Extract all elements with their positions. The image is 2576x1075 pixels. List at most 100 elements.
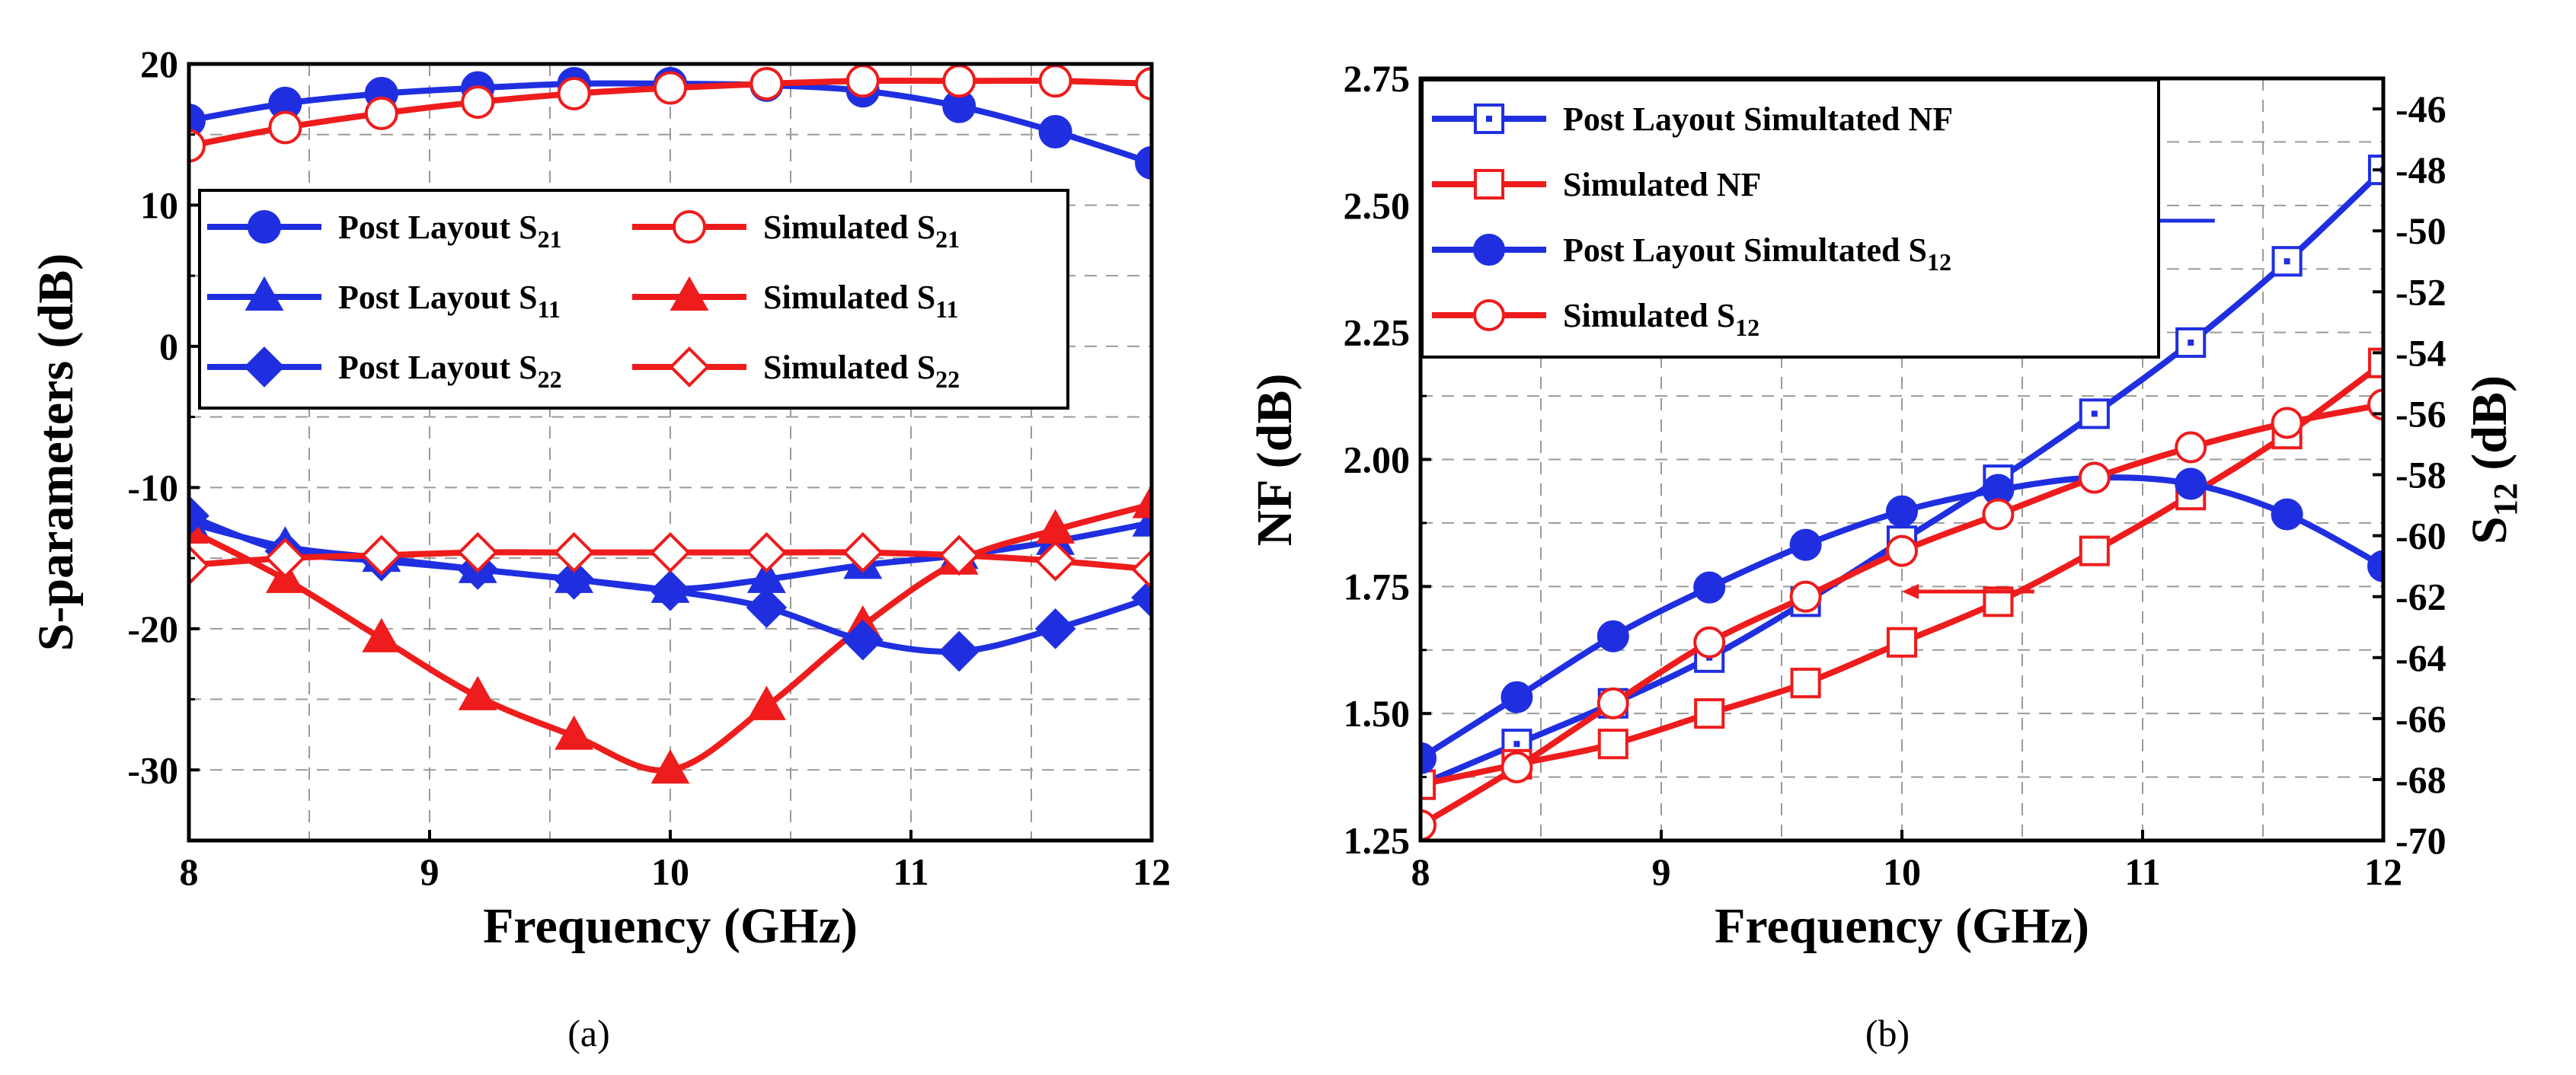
y2-tick-label: -52 — [2395, 270, 2447, 313]
data-point — [364, 96, 398, 130]
legend-swatch-marker-dot — [1486, 116, 1492, 122]
y2-tick-label: -48 — [2395, 148, 2447, 191]
legend-label: Simulated S21 — [763, 209, 960, 253]
data-point — [2175, 327, 2207, 359]
data-point — [654, 71, 687, 105]
data-point — [189, 495, 209, 537]
data-point — [650, 531, 691, 573]
legend-swatch-marker — [1473, 168, 1505, 200]
x-axis-label-b: Frequency (GHz) — [1715, 898, 2089, 954]
legend-swatch-marker — [244, 276, 284, 311]
y-tick-label: 1.50 — [1344, 692, 1411, 735]
y2-tick-label: -62 — [2395, 576, 2447, 618]
data-point — [2367, 388, 2383, 421]
data-point — [2367, 550, 2383, 582]
caption-a: (a) — [567, 1012, 610, 1054]
y2-axis-label-b: S12 (dB) — [2462, 375, 2524, 544]
data-point — [1886, 534, 1918, 567]
data-point — [1501, 751, 1533, 783]
y-tick-label: 0 — [159, 325, 178, 368]
data-point — [1596, 687, 1629, 719]
legend-label: Post Layout S21 — [338, 209, 562, 253]
legend-label-sub: 11 — [538, 295, 561, 323]
legend-label-base: Simulated S — [763, 349, 935, 386]
data-point-dot — [2188, 340, 2194, 346]
data-point — [842, 531, 884, 573]
legend-label-sub: 22 — [935, 365, 960, 393]
data-point — [1135, 145, 1152, 180]
legend-label-sub: 21 — [538, 225, 562, 253]
data-point — [360, 534, 402, 576]
legend-swatch-marker-box — [1473, 103, 1505, 135]
legend-swatch-marker — [669, 346, 710, 388]
y2-axis-label-base: S — [2462, 516, 2517, 544]
legend-label: Post Layout Simultated S12 — [1563, 231, 1951, 276]
data-point — [650, 749, 690, 784]
data-point-box — [1694, 698, 1725, 729]
legend-label: Post Layout Simultated NF — [1563, 100, 1953, 138]
data-point — [1694, 698, 1725, 729]
legend-label-base: Post Layout S — [338, 209, 538, 246]
data-point — [1886, 495, 1918, 528]
legend-label-base: Post Layout Simultated S — [1563, 231, 1927, 269]
data-point — [1789, 528, 1822, 561]
legend-label-base: Simulated S — [763, 209, 935, 246]
data-point — [1421, 809, 1437, 841]
x-tick-label: 10 — [651, 850, 689, 893]
y2-tick-label: -46 — [2395, 88, 2447, 130]
data-point — [189, 129, 206, 163]
data-point-box — [1790, 668, 1821, 699]
data-point — [1693, 571, 1726, 604]
legend-swatch-marker — [248, 210, 281, 244]
chart-panel-b: 8 9 10 11 12 1.25 1.50 1.75 2.00 2.25 2.50 2.75 -70 -… — [1247, 57, 2524, 1054]
data-point — [1982, 498, 2015, 531]
y2-axis-label-sub: 12 — [2487, 483, 2524, 516]
caption-b: (b) — [1865, 1012, 1910, 1054]
legend-label: Simulated S22 — [763, 349, 960, 393]
data-point — [1034, 540, 1076, 582]
legend-label-base: Post Layout Simultated NF — [1563, 100, 1953, 138]
data-point — [1034, 608, 1076, 649]
y2-tick-label: -56 — [2395, 392, 2447, 435]
legend-label: Post Layout S22 — [338, 349, 562, 393]
data-point — [553, 559, 595, 600]
data-point-dot — [2284, 258, 2290, 265]
data-point — [2078, 461, 2111, 494]
data-point — [557, 76, 591, 110]
y-tick-label: 20 — [140, 43, 178, 85]
x-tick-label: 9 — [1652, 850, 1671, 893]
y-tick-label: -20 — [127, 608, 178, 650]
data-point — [2271, 498, 2303, 531]
y-tick-label: -30 — [127, 748, 178, 791]
data-point — [938, 630, 980, 672]
data-point — [555, 715, 594, 750]
data-point-box — [1886, 627, 1918, 658]
y2-tick-label: -64 — [2395, 636, 2447, 679]
legend-label-base: Simulated S — [1563, 297, 1735, 334]
data-point — [1038, 115, 1072, 149]
data-point — [264, 538, 306, 579]
data-point-dot — [2091, 410, 2098, 417]
data-point — [1132, 483, 1152, 518]
legend-label-base: Post Layout S — [338, 349, 538, 386]
data-point — [1597, 729, 1628, 760]
legend-label: Simulated S12 — [1563, 297, 1759, 341]
legend-swatch-marker — [1473, 299, 1505, 331]
data-point — [268, 110, 302, 145]
x-axis-label-a: Frequency (GHz) — [483, 898, 858, 954]
data-point-box — [2079, 535, 2110, 566]
data-point — [938, 534, 980, 576]
data-point — [749, 66, 784, 100]
legend-label-sub: 11 — [935, 295, 958, 323]
annotation-arrow-head — [1902, 584, 1919, 600]
data-point — [457, 531, 499, 573]
data-point — [1131, 549, 1152, 590]
y2-tick-label: -58 — [2395, 454, 2447, 496]
data-point — [1501, 681, 1533, 713]
y2-tick-label: -50 — [2395, 209, 2447, 252]
y2-tick-label: -66 — [2395, 697, 2447, 740]
legend-swatch-marker — [1473, 234, 1505, 266]
data-point — [842, 619, 884, 661]
y2-tick-label: -70 — [2395, 819, 2447, 862]
data-point — [1596, 620, 1629, 652]
